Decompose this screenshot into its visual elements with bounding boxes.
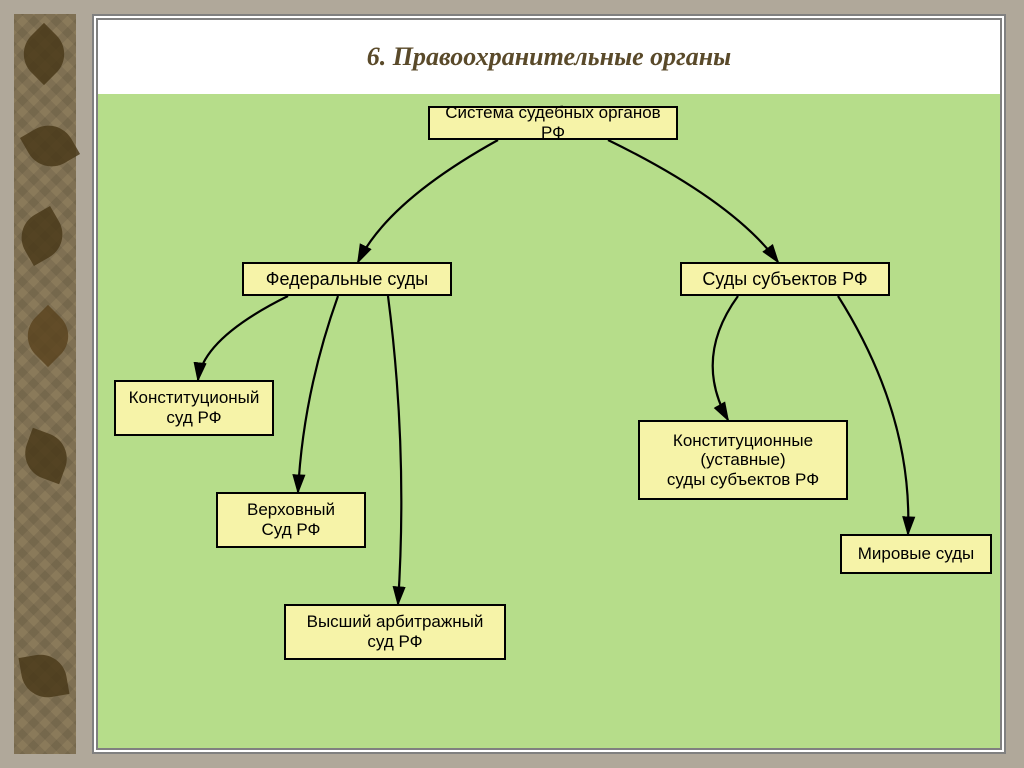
node-subjects: Суды субъектов РФ	[680, 262, 890, 296]
edge-subjects-mirov	[838, 296, 908, 534]
node-root: Система судебных органов РФ	[428, 106, 678, 140]
leaf-icon	[13, 23, 75, 85]
diagram-area: Система судебных органов РФ Федеральные с…	[98, 94, 1000, 748]
edge-subjects-ustav	[713, 296, 738, 420]
node-ustav: Конституционные(уставные)суды субъектов …	[638, 420, 848, 500]
leaf-icon	[19, 651, 70, 702]
slide-frame: 6. Правоохранительные органы Система суд…	[92, 14, 1006, 754]
leaf-icon	[18, 428, 74, 484]
title-area: 6. Правоохранительные органы	[98, 20, 1000, 94]
leaf-icon	[12, 206, 72, 266]
leaf-icon	[20, 116, 80, 176]
slide-title: 6. Правоохранительные органы	[367, 42, 731, 72]
edge-federal-const	[198, 296, 288, 380]
edge-root-federal	[358, 140, 498, 262]
decorative-sidebar	[14, 14, 76, 754]
node-const: Конституционыйсуд РФ	[114, 380, 274, 436]
node-supreme: ВерховныйСуд РФ	[216, 492, 366, 548]
node-federal: Федеральные суды	[242, 262, 452, 296]
edge-federal-arbitr	[388, 296, 401, 604]
edge-root-subjects	[608, 140, 778, 262]
node-mirov: Мировые суды	[840, 534, 992, 574]
leaf-icon	[17, 305, 79, 367]
edge-federal-supreme	[298, 296, 338, 492]
node-arbitr: Высший арбитражныйсуд РФ	[284, 604, 506, 660]
